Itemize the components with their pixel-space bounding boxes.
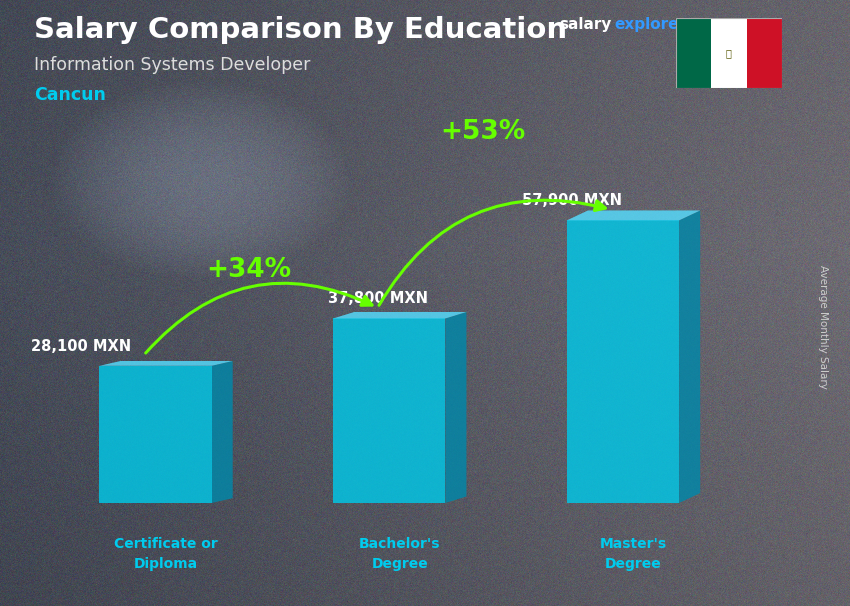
Text: 57,900 MXN: 57,900 MXN [522,193,621,208]
Polygon shape [567,210,700,221]
Text: 🦅: 🦅 [726,48,732,58]
Text: Master's
Degree: Master's Degree [600,537,667,571]
Text: +34%: +34% [207,258,292,284]
Text: 28,100 MXN: 28,100 MXN [31,339,131,353]
Bar [676,18,711,88]
Polygon shape [212,361,233,503]
Text: Certificate or
Diploma: Certificate or Diploma [114,537,218,571]
Polygon shape [333,312,467,319]
Polygon shape [445,312,467,503]
Polygon shape [567,221,679,503]
Text: Average Monthly Salary: Average Monthly Salary [818,265,828,389]
Polygon shape [99,361,233,366]
Polygon shape [99,366,212,503]
Polygon shape [333,319,445,503]
Text: 37,800 MXN: 37,800 MXN [327,291,428,306]
Text: Cancun: Cancun [34,86,106,104]
Text: explorer.com: explorer.com [615,17,725,32]
Text: Bachelor's
Degree: Bachelor's Degree [359,537,440,571]
Polygon shape [679,210,700,503]
Text: Salary Comparison By Education: Salary Comparison By Education [34,16,567,44]
Text: salary: salary [559,17,612,32]
Text: +53%: +53% [440,119,525,145]
Bar [711,18,746,88]
Text: Information Systems Developer: Information Systems Developer [34,56,310,74]
Bar [746,18,782,88]
